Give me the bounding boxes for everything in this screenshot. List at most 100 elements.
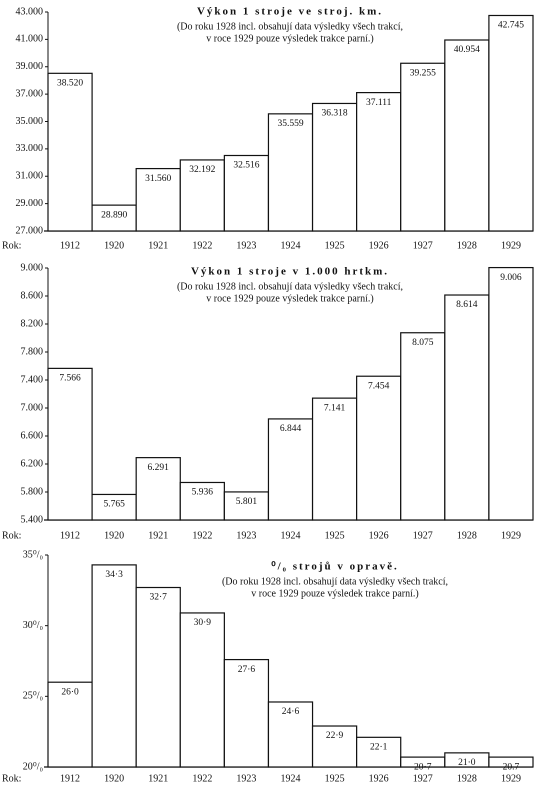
value-label: 22·9 (326, 731, 344, 741)
y-tick-label: 35⁰/₀ (23, 549, 44, 560)
bar (267, 701, 314, 768)
y-tick-label: 7.000 (21, 402, 44, 413)
x-tick-label: 1929 (501, 773, 521, 784)
value-label: 35.559 (277, 119, 303, 129)
x-tick-label: 1927 (413, 240, 433, 251)
x-axis-label: Rok: (2, 773, 21, 784)
bar (311, 397, 358, 521)
x-axis-label: Rok: (2, 240, 21, 251)
y-tick-label: 37.000 (16, 88, 44, 99)
bar (267, 113, 314, 232)
chart-title: Výkon 1 stroje ve stroj. km. (197, 6, 383, 18)
value-label: 5.765 (103, 500, 125, 510)
value-label: 38.520 (57, 79, 83, 89)
value-label: 6.291 (148, 463, 170, 473)
x-tick-label: 1922 (192, 240, 212, 251)
value-label: 8.614 (456, 300, 478, 310)
chart-subtitle: v roce 1929 pouze výsledek trakce parní.… (206, 293, 373, 304)
y-tick-label: 8.200 (21, 318, 44, 329)
value-label: 26·0 (61, 687, 79, 697)
y-tick-label: 9.000 (21, 262, 44, 273)
value-label: 28.890 (101, 210, 127, 220)
y-tick-label: 7.400 (21, 374, 44, 385)
value-label: 7.566 (59, 374, 81, 384)
value-label: 32·7 (150, 593, 168, 603)
x-tick-label: 1923 (236, 530, 256, 541)
value-label: 5.801 (236, 497, 258, 507)
bar (356, 375, 402, 521)
value-label: 20.7 (503, 762, 520, 772)
bar (488, 756, 534, 768)
y-tick-label: 6.600 (21, 430, 44, 441)
chart-subtitle: (Do roku 1928 incl. obsahují data výsled… (177, 21, 403, 32)
x-tick-label: 1922 (192, 530, 212, 541)
bar (223, 658, 270, 768)
x-tick-label: 1926 (369, 773, 389, 784)
bar (488, 266, 534, 521)
value-label: 31.560 (145, 174, 171, 184)
x-tick-label: 1929 (501, 530, 521, 541)
bar (400, 62, 446, 232)
value-label: 27·6 (238, 665, 256, 675)
x-tick-label: 1922 (192, 773, 212, 784)
bar (91, 564, 137, 768)
value-label: 6.844 (280, 424, 302, 434)
x-tick-label: 1927 (413, 530, 433, 541)
bar (444, 39, 490, 232)
x-tick-label: 1929 (501, 240, 521, 251)
value-label: 37.111 (366, 98, 392, 108)
x-tick-label: 1924 (281, 530, 301, 541)
value-label: 34·3 (105, 570, 123, 580)
y-tick-label: 25⁰/₀ (23, 691, 44, 702)
bar (223, 154, 270, 232)
y-tick-label: 31.000 (16, 171, 44, 182)
chart-subtitle: (Do roku 1928 incl. obsahují data výsled… (222, 576, 448, 587)
x-tick-label: 1926 (369, 530, 389, 541)
bar (47, 72, 93, 232)
value-label: 40.954 (454, 45, 480, 55)
value-label: 42.745 (498, 21, 524, 31)
value-label: 32.516 (233, 161, 259, 171)
value-label: 24·6 (282, 707, 300, 717)
x-tick-label: 1912 (60, 240, 80, 251)
x-tick-label: 1920 (104, 530, 124, 541)
chart-subtitle: v roce 1929 pouze výsledek trakce parní.… (206, 33, 373, 44)
y-tick-label: 8.600 (21, 290, 44, 301)
x-tick-label: 1921 (148, 530, 168, 541)
y-tick-label: 29.000 (16, 198, 44, 209)
chart-subtitle: v roce 1929 pouze výsledek trakce parní.… (251, 588, 418, 599)
value-label: 36.318 (322, 109, 348, 119)
x-tick-label: 1924 (281, 773, 301, 784)
y-tick-label: 6.200 (21, 458, 44, 469)
value-label: 5.936 (192, 488, 214, 498)
y-tick-label: 39.000 (16, 61, 44, 72)
x-tick-label: 1912 (60, 773, 80, 784)
x-tick-label: 1925 (325, 530, 345, 541)
x-tick-label: 1925 (325, 773, 345, 784)
bar (135, 586, 181, 768)
x-tick-label: 1921 (148, 240, 168, 251)
y-tick-label: 27.000 (16, 225, 44, 236)
y-tick-label: 20⁰/₀ (23, 761, 44, 772)
y-tick-label: 5.800 (21, 486, 44, 497)
value-label: 30·9 (194, 618, 212, 628)
x-tick-label: 1928 (457, 773, 477, 784)
x-tick-label: 1925 (325, 240, 345, 251)
bar (356, 736, 402, 768)
value-label: 21·0 (458, 758, 476, 768)
x-tick-label: 1927 (413, 773, 433, 784)
x-tick-label: 1924 (281, 240, 301, 251)
bar (223, 491, 270, 521)
x-axis-label: Rok: (2, 530, 21, 541)
y-tick-label: 30⁰/₀ (23, 620, 44, 631)
x-tick-label: 1926 (369, 240, 389, 251)
x-tick-label: 1920 (104, 240, 124, 251)
value-label: 7.141 (324, 403, 346, 413)
y-tick-label: 35.000 (16, 116, 44, 127)
bar (400, 332, 446, 521)
x-tick-label: 1928 (457, 240, 477, 251)
x-tick-label: 1923 (236, 240, 256, 251)
y-tick-label: 7.800 (21, 346, 44, 357)
bar (91, 493, 137, 521)
